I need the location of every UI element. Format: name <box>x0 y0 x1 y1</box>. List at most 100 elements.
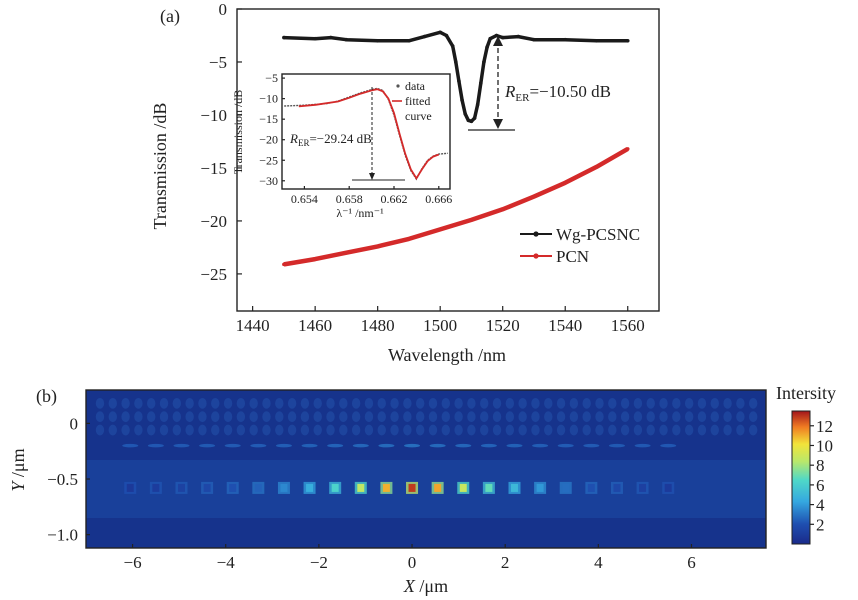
pattern-hole <box>710 397 719 409</box>
series-line-wg-pcsnc <box>283 30 628 124</box>
pattern-hole <box>121 424 130 436</box>
pattern-hole <box>262 397 271 409</box>
pattern-hole <box>748 411 758 423</box>
pattern-hole <box>723 424 732 436</box>
data-point-wg-pcsnc <box>344 37 349 42</box>
panel-a-y-tick-label: −15 <box>200 159 227 178</box>
data-point-pcn <box>407 237 411 241</box>
panel-b-x-tick-label: 2 <box>501 553 510 572</box>
data-point-wg-pcsnc <box>460 98 464 102</box>
pattern-hole <box>441 424 450 436</box>
data-point-wg-pcsnc <box>313 36 317 41</box>
intensity-spot <box>331 483 339 492</box>
intensity-spot <box>434 483 442 492</box>
pattern-hole <box>684 397 694 409</box>
legend-marker-wg-pcsnc <box>533 231 539 237</box>
pattern-hole <box>467 397 476 409</box>
pattern-hole <box>569 424 579 436</box>
data-point-wg-pcsnc <box>532 37 536 42</box>
inset-y-axis-label: Transmission /dB <box>231 90 245 175</box>
pattern-hole <box>467 424 476 436</box>
pattern-hole <box>198 411 207 423</box>
panel-a-x-tick-label: 1560 <box>611 316 645 335</box>
pattern-hole <box>172 424 182 436</box>
series-line-pcn <box>283 146 629 267</box>
pattern-hole <box>339 411 348 423</box>
pattern-hole <box>390 411 399 423</box>
colorbar-tick-label: 8 <box>816 456 825 475</box>
inset-y-tick-label: −20 <box>259 133 278 147</box>
heatmap-field <box>86 390 766 548</box>
pattern-hole <box>185 411 194 423</box>
x-axis-symbol: X <box>403 576 416 596</box>
pattern-hole <box>147 424 156 436</box>
pattern-hole <box>710 411 719 423</box>
pattern-hole <box>275 411 284 423</box>
upper-row-mark <box>250 443 267 448</box>
pattern-hole <box>633 424 643 436</box>
pattern-hole <box>326 397 335 409</box>
pattern-hole <box>351 397 361 409</box>
inset-legend-data: data <box>405 79 426 93</box>
inset-er-subscript: ER <box>298 138 310 148</box>
pattern-hole <box>326 411 335 423</box>
pattern-hole <box>672 397 681 409</box>
pattern-hole <box>595 411 604 423</box>
pattern-hole <box>108 424 117 436</box>
panel-a-label: (a) <box>160 6 180 27</box>
panel-b-x-tick-label: −6 <box>124 553 142 572</box>
pattern-hole <box>684 411 694 423</box>
inset-x-axis-label: λ⁻¹ /nm⁻¹ <box>336 206 384 220</box>
data-point-pcn <box>594 165 599 169</box>
pattern-hole <box>172 411 182 423</box>
data-point-pcn <box>375 244 380 249</box>
legend-marker-pcn <box>533 253 539 259</box>
panel-a-x-tick-label: 1440 <box>236 316 270 335</box>
panel-a-x-tick-label: 1480 <box>361 316 395 335</box>
pattern-hole <box>492 424 502 436</box>
pattern-hole <box>415 397 425 409</box>
panel-a-y-tick-label: −20 <box>200 212 227 231</box>
panel-b-frame <box>85 389 767 549</box>
pattern-hole <box>300 411 310 423</box>
data-point-wg-pcsnc <box>457 79 461 83</box>
data-point-pcn <box>313 257 317 261</box>
pattern-hole <box>159 411 169 423</box>
legend-label-wg-pcsnc: Wg-PCSNC <box>556 225 640 244</box>
pattern-hole <box>467 411 476 423</box>
panel-b-x-tick-label: −4 <box>217 553 236 572</box>
pattern-hole <box>608 397 617 409</box>
pattern-hole <box>364 397 374 409</box>
data-point-wg-pcsnc <box>485 45 489 49</box>
pattern-hole <box>736 397 745 409</box>
pattern-hole <box>684 424 694 436</box>
upper-row-mark <box>429 443 446 448</box>
legend-label-pcn: PCN <box>556 247 589 266</box>
intensity-spot <box>306 483 314 492</box>
pattern-hole <box>147 411 156 423</box>
inset-x-tick-label: 0.662 <box>381 192 408 206</box>
pattern-hole <box>518 424 527 436</box>
inset-x-ticks: 0.654 0.658 0.662 0.666 <box>291 186 452 206</box>
data-point-wg-pcsnc <box>282 35 286 40</box>
er-symbol: R <box>504 82 516 101</box>
er-value: =−10.50 dB <box>529 82 611 101</box>
heatmap-hole-pattern <box>95 397 758 436</box>
inset-er-value: =−29.24 dB <box>309 131 372 146</box>
pattern-hole <box>646 424 655 436</box>
inset-x-tick-label: 0.666 <box>425 192 452 206</box>
intensity-spot <box>254 483 262 492</box>
pattern-hole <box>211 411 220 423</box>
pattern-hole <box>505 411 515 423</box>
data-point-wg-pcsnc <box>563 37 568 42</box>
data-point-wg-pcsnc <box>407 38 411 43</box>
pattern-hole <box>646 397 655 409</box>
inset-x-tick-label: 0.654 <box>291 192 318 206</box>
colorbar-tick-label: 10 <box>816 436 833 455</box>
pattern-hole <box>608 411 617 423</box>
data-point-pcn <box>344 250 349 255</box>
pattern-hole <box>697 424 707 436</box>
pattern-hole <box>723 411 732 423</box>
